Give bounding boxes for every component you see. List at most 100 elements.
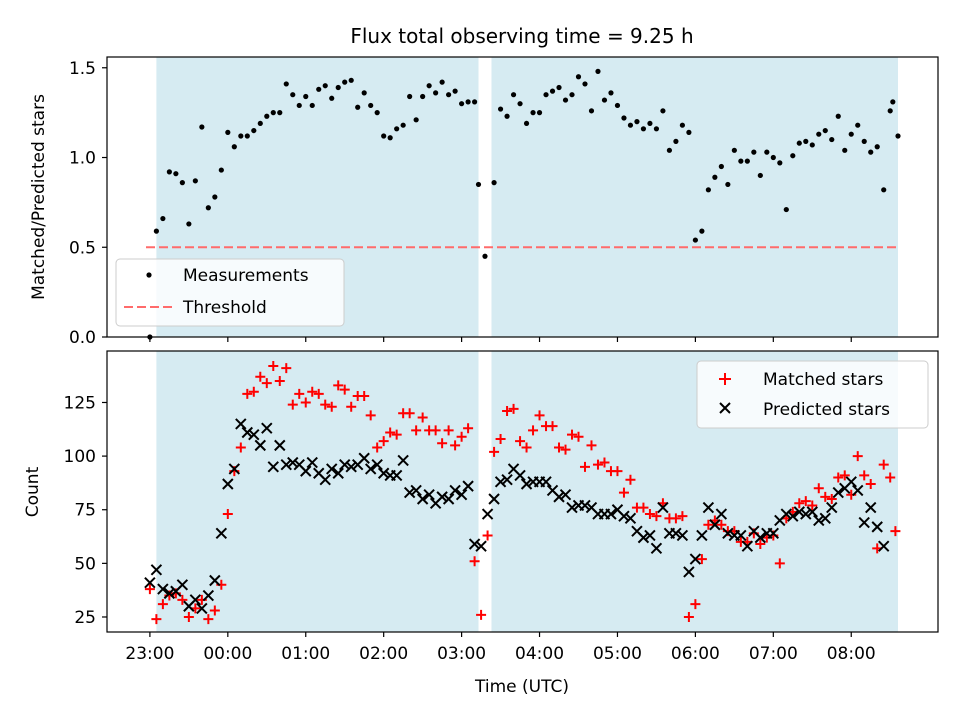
measurement-point <box>433 90 439 96</box>
matched-star-point <box>495 433 506 444</box>
measurement-point <box>855 122 861 128</box>
matched-star-point <box>508 403 519 414</box>
predicted-star-point <box>813 514 825 527</box>
x-tick-label: 08:00 <box>827 644 876 664</box>
measurement-point <box>575 74 582 80</box>
measurement-point <box>264 113 270 119</box>
predicted-star-point <box>501 473 513 486</box>
predicted-star-point <box>332 467 344 479</box>
measurement-point <box>887 108 893 114</box>
predicted-star-point <box>157 583 169 595</box>
matched-star-point <box>683 611 694 622</box>
predicted-star-point <box>865 501 877 514</box>
measurement-point <box>777 160 783 166</box>
matched-star-point <box>696 554 707 565</box>
predicted-star-point <box>339 458 351 471</box>
x-tick-label: 05:00 <box>593 644 642 664</box>
measurement-point <box>160 215 166 222</box>
measurement-point <box>634 119 640 125</box>
predicted-star-point <box>852 484 864 497</box>
matched-star-point <box>521 442 532 453</box>
measurement-point <box>251 127 257 134</box>
predicted-star-point <box>722 527 734 540</box>
matched-star-point <box>534 410 545 421</box>
matched-star-point <box>203 614 214 625</box>
predicted-star-point <box>163 587 176 600</box>
matched-star-point <box>248 386 259 397</box>
chart-title: Flux total observing time = 9.25 h <box>350 24 693 48</box>
measurement-point <box>283 81 289 87</box>
predicted-star-point <box>605 508 617 520</box>
predicted-star-point <box>514 469 526 482</box>
predicted-star-point <box>280 458 292 471</box>
measurement-point <box>368 102 374 109</box>
matched-star-point <box>528 425 539 436</box>
predicted-star-point <box>235 418 247 430</box>
measurement-point <box>673 138 679 144</box>
measurement-point <box>881 187 887 193</box>
matched-star-point <box>177 594 188 605</box>
measurement-point <box>192 178 198 184</box>
matched-star-point <box>839 470 850 481</box>
matched-star-point <box>515 436 526 447</box>
predicted-star-point <box>202 589 215 602</box>
measurement-point <box>471 99 478 105</box>
measurement-point <box>895 133 901 139</box>
measurement-point <box>608 90 614 96</box>
predicted-star-point <box>449 484 461 497</box>
measurement-point <box>595 68 601 74</box>
matched-star-point <box>417 412 428 423</box>
predicted-star-point <box>345 461 357 473</box>
measurement-point <box>647 120 653 127</box>
measurement-point <box>601 97 608 103</box>
measurement-point <box>829 136 835 143</box>
measurement-point <box>549 88 556 94</box>
predicted-star-point <box>475 540 487 552</box>
matched-star-point <box>476 609 487 620</box>
measurement-point <box>848 131 854 137</box>
measurement-point <box>718 163 724 170</box>
predicted-star-point <box>793 506 805 518</box>
measurement-point <box>303 93 309 100</box>
matched-star-point <box>567 429 578 440</box>
predicted-star-point <box>806 506 818 518</box>
predicted-star-point <box>618 510 630 522</box>
matched-star-point <box>209 605 220 616</box>
measurement-point <box>692 237 698 243</box>
matched-star-point <box>502 406 513 417</box>
matched-star-point <box>430 425 441 436</box>
y-tick-label: 100 <box>64 447 96 467</box>
measurement-point <box>238 133 244 139</box>
measurement-point <box>712 174 718 180</box>
predicted-star-point <box>397 454 409 467</box>
measurement-point <box>517 101 523 107</box>
matched-star-point <box>326 401 337 412</box>
measurement-point <box>653 126 660 132</box>
predicted-star-point <box>845 476 857 488</box>
measurement-point <box>751 149 757 155</box>
measurement-point <box>790 153 796 159</box>
measurement-point <box>582 81 588 87</box>
predicted-stars-series <box>144 418 890 615</box>
predicted-star-point <box>689 553 702 565</box>
matched-star-point <box>437 438 448 449</box>
measurement-point <box>738 158 744 164</box>
legend-measurements-marker <box>146 272 152 278</box>
predicted-star-point <box>416 493 429 505</box>
matched-star-point <box>359 391 370 402</box>
measurement-point <box>394 126 400 132</box>
predicted-star-point <box>176 579 189 591</box>
measurement-point <box>179 180 185 186</box>
matched-star-point <box>313 388 324 399</box>
matched-star-point <box>281 363 292 374</box>
measurement-point <box>439 79 445 85</box>
legend-matched-marker <box>719 373 731 385</box>
matched-star-point <box>157 599 168 610</box>
ratio-x-ticks <box>149 337 852 342</box>
measurement-point <box>861 138 867 144</box>
matched-star-point <box>391 429 402 440</box>
predicted-star-point <box>436 491 448 503</box>
measurement-point <box>543 92 549 98</box>
measurement-point <box>770 154 776 161</box>
